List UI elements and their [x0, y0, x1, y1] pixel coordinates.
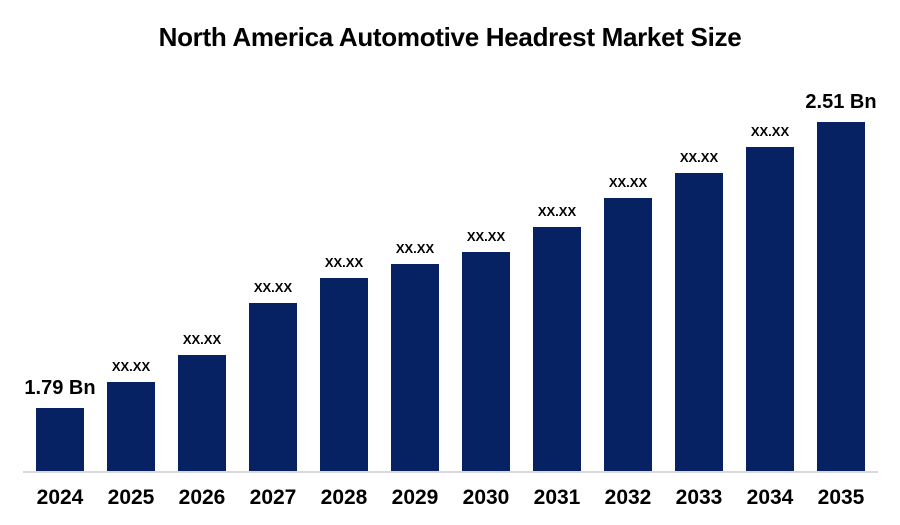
bar-column-2027: XX.XX — [249, 281, 297, 472]
bar-column-2029: XX.XX — [391, 242, 439, 472]
bar-2026 — [178, 355, 226, 472]
bar-column-2034: XX.XX — [746, 125, 794, 472]
bar-value-label-2026: XX.XX — [182, 332, 222, 347]
bar-value-label-2031: XX.XX — [537, 204, 577, 219]
bar-column-2031: XX.XX — [533, 205, 581, 472]
bar-column-2035: 2.51 Bn — [805, 92, 877, 472]
x-tick-label-2033: 2033 — [675, 486, 723, 509]
bar-2024 — [36, 408, 84, 472]
x-tick-label-2025: 2025 — [107, 486, 155, 509]
bar-2033 — [675, 173, 723, 472]
bar-2031 — [533, 227, 581, 472]
bar-2028 — [320, 278, 368, 472]
bar-column-2033: XX.XX — [675, 151, 723, 472]
x-tick-label-2027: 2027 — [249, 486, 297, 509]
x-tick-label-2034: 2034 — [746, 486, 794, 509]
bar-value-label-2030: XX.XX — [466, 229, 506, 244]
bar-2034 — [746, 147, 794, 472]
bar-value-label-2032: XX.XX — [608, 175, 648, 190]
bar-column-2025: XX.XX — [107, 360, 155, 472]
x-tick-label-2029: 2029 — [391, 486, 439, 509]
bar-2030 — [462, 252, 510, 472]
bar-value-label-2029: XX.XX — [395, 241, 435, 256]
bar-value-label-2033: XX.XX — [679, 150, 719, 165]
bar-column-2024: 1.79 Bn — [24, 378, 96, 472]
chart-title: North America Automotive Headrest Market… — [158, 22, 742, 52]
bar-2032 — [604, 198, 652, 472]
x-tick-label-2032: 2032 — [604, 486, 652, 509]
x-tick-label-2035: 2035 — [817, 486, 865, 509]
bar-2025 — [107, 382, 155, 472]
x-tick-label-2030: 2030 — [462, 486, 510, 509]
x-tick-label-2031: 2031 — [533, 486, 581, 509]
bar-value-label-2028: XX.XX — [324, 255, 364, 270]
x-tick-label-2024: 2024 — [36, 486, 84, 509]
bar-2035 — [817, 122, 865, 472]
bar-column-2028: XX.XX — [320, 256, 368, 472]
x-axis-line — [23, 471, 878, 473]
plot-area: 1.79 Bn XX.XX XX.XX XX.XX XX.XX XX.XX XX.XX XX.… — [24, 90, 877, 472]
x-axis-labels: 2024 2025 2026 2027 2028 2029 2030 2031 2032 2033… — [36, 486, 865, 510]
bar-value-label-2035: 2.51 Bn — [805, 91, 877, 113]
bar-column-2032: XX.XX — [604, 176, 652, 472]
bar-value-label-2034: XX.XX — [750, 124, 790, 139]
bar-column-2026: XX.XX — [178, 333, 226, 472]
x-tick-label-2026: 2026 — [178, 486, 226, 509]
x-tick-label-2028: 2028 — [320, 486, 368, 509]
bar-column-2030: XX.XX — [462, 230, 510, 472]
bar-value-label-2024: 1.79 Bn — [24, 377, 96, 399]
bar-2029 — [391, 264, 439, 472]
bar-value-label-2025: XX.XX — [111, 359, 151, 374]
bar-value-label-2027: XX.XX — [253, 280, 293, 295]
bar-2027 — [249, 303, 297, 472]
